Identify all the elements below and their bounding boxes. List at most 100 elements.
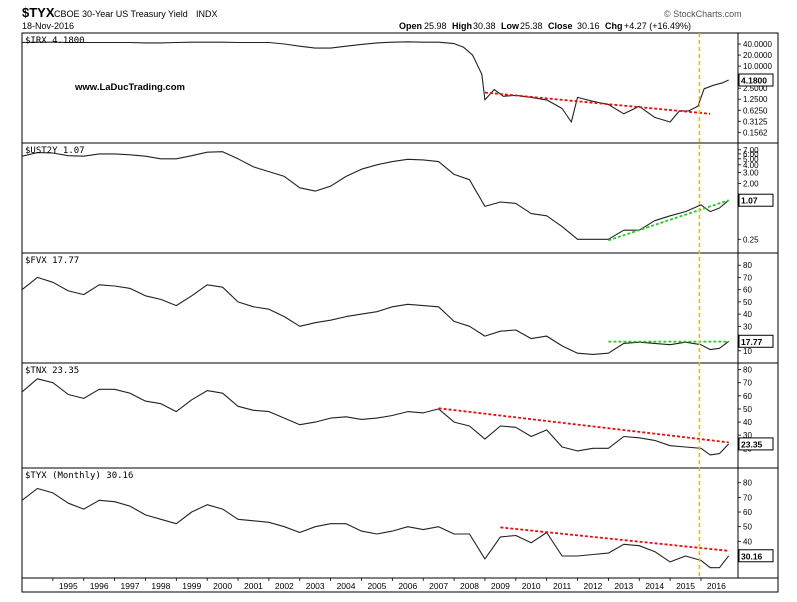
last-value-box xyxy=(738,193,774,207)
x-tick-label: 2006 xyxy=(398,581,417,591)
y-tick-label: 4.00 xyxy=(743,161,759,170)
y-tick-label: 2.5000 xyxy=(743,84,768,93)
price-line xyxy=(21,151,730,240)
y-tick-label: 70 xyxy=(743,379,752,388)
x-tick-label: 2001 xyxy=(244,581,263,591)
open-value: 25.98 xyxy=(424,21,447,31)
y-tick-label: 50 xyxy=(743,405,752,414)
price-line xyxy=(21,276,730,355)
low-value: 25.38 xyxy=(520,21,543,31)
x-tick-label: 1997 xyxy=(121,581,140,591)
price-line xyxy=(21,487,730,569)
x-tick-label: 2000 xyxy=(213,581,232,591)
chg-label: Chg xyxy=(605,21,623,31)
y-tick-label: 60 xyxy=(743,508,752,517)
y-tick-label: 50 xyxy=(743,523,752,532)
y-tick-label: 7.00 xyxy=(743,146,759,155)
panel-label: $FVX 17.77 xyxy=(25,256,79,266)
y-tick-label: 70 xyxy=(743,493,752,502)
panel-frame xyxy=(21,467,779,579)
x-tick-label: 2005 xyxy=(367,581,386,591)
x-tick-label: 2012 xyxy=(583,581,602,591)
stockcharts-credit: © StockCharts.com xyxy=(664,9,742,19)
x-tick-label: 1998 xyxy=(151,581,170,591)
y-tick-label: 40 xyxy=(743,418,752,427)
panel-label: $TNX 23.35 xyxy=(25,366,79,376)
x-tick-label: 2009 xyxy=(491,581,510,591)
price-line xyxy=(21,378,730,456)
y-tick-label: 70 xyxy=(743,273,752,282)
y-tick-label: 30 xyxy=(743,322,752,331)
chart-symbol: $TYX xyxy=(22,5,55,20)
red-trendline xyxy=(438,407,729,444)
y-tick-label: 0.1562 xyxy=(743,128,768,137)
x-tick-label: 2007 xyxy=(429,581,448,591)
last-value-box xyxy=(738,549,774,563)
close-label: Close xyxy=(548,21,573,31)
ohlc-readout: Open 25.98 High 30.38 Low 25.38 Close 30… xyxy=(399,21,691,31)
y-tick-label: 80 xyxy=(743,261,752,270)
y-tick-label: 50 xyxy=(743,298,752,307)
y-tick-label: 60 xyxy=(743,286,752,295)
panel-label: $UST2Y 1.07 xyxy=(25,146,85,156)
panel-frame xyxy=(21,252,779,364)
y-tick-label: 30 xyxy=(743,431,752,440)
watermark-text: www.LaDucTrading.com xyxy=(74,82,185,93)
x-tick-label: 2010 xyxy=(522,581,541,591)
y-tick-label: 80 xyxy=(743,479,752,488)
high-value: 30.38 xyxy=(473,21,496,31)
x-tick-label: 2015 xyxy=(676,581,695,591)
high-label: High xyxy=(452,21,472,31)
x-tick-label: 2013 xyxy=(614,581,633,591)
x-tick-label: 2003 xyxy=(306,581,325,591)
y-tick-label: 40 xyxy=(743,537,752,546)
y-tick-label: 60 xyxy=(743,392,752,401)
y-tick-label: 2.00 xyxy=(743,179,759,188)
y-tick-label: 40.0000 xyxy=(743,40,772,49)
y-tick-label: 10.0000 xyxy=(743,62,772,71)
x-tick-label: 1996 xyxy=(90,581,109,591)
chart-instrument-name: CBOE 30-Year US Treasury Yield xyxy=(54,9,188,19)
chart-panels: 40.000020.000010.00005.00002.50001.25000… xyxy=(21,32,779,579)
y-tick-label: 40 xyxy=(743,310,752,319)
x-tick-label: 1999 xyxy=(182,581,201,591)
open-label: Open xyxy=(399,21,422,31)
x-tick-label: 2002 xyxy=(275,581,294,591)
chart-date: 18-Nov-2016 xyxy=(22,21,74,31)
y-tick-label: 6.00 xyxy=(743,150,759,159)
red-trendline xyxy=(500,526,729,552)
last-value-label: 1.07 xyxy=(741,196,758,206)
y-tick-label: 0.25 xyxy=(743,235,759,244)
x-tick-label: 2004 xyxy=(337,581,356,591)
x-tick-label: 1995 xyxy=(59,581,78,591)
x-tick-label: 2011 xyxy=(553,581,572,591)
close-value: 30.16 xyxy=(577,21,600,31)
chart-panel-2: 7.006.005.004.003.002.00 0.25 $UST2Y 1.07 1… xyxy=(21,142,779,254)
last-value-box xyxy=(738,437,774,451)
x-tick-label: 2008 xyxy=(460,581,479,591)
last-value-label: 17.77 xyxy=(741,337,763,347)
y-tick-label: 5.00 xyxy=(743,155,759,164)
chart-exchange: INDX xyxy=(196,9,218,19)
red-trendline xyxy=(484,91,711,115)
panel-label: $TYX (Monthly) 30.16 xyxy=(25,471,133,481)
last-value-box xyxy=(738,334,774,348)
last-value-box xyxy=(738,73,774,87)
last-value-label: 4.1800 xyxy=(741,76,767,86)
last-value-label: 23.35 xyxy=(741,439,763,449)
x-axis-frame xyxy=(21,577,779,593)
panel-frame xyxy=(21,142,779,254)
y-tick-label: 3.00 xyxy=(743,169,759,178)
low-label: Low xyxy=(501,21,520,31)
y-tick-label: 0.3125 xyxy=(743,117,768,126)
y-tick-label: 20.0000 xyxy=(743,51,772,60)
green-trendline xyxy=(608,199,730,242)
y-tick-label: 10 xyxy=(743,347,752,356)
x-tick-label: 2016 xyxy=(707,581,726,591)
panel-frame xyxy=(21,362,779,469)
